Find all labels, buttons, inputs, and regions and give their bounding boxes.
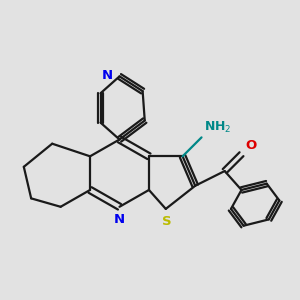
Text: S: S bbox=[162, 215, 172, 228]
Text: N: N bbox=[114, 213, 125, 226]
Text: NH$_2$: NH$_2$ bbox=[204, 120, 231, 135]
Text: N: N bbox=[102, 69, 113, 82]
Text: O: O bbox=[246, 139, 257, 152]
